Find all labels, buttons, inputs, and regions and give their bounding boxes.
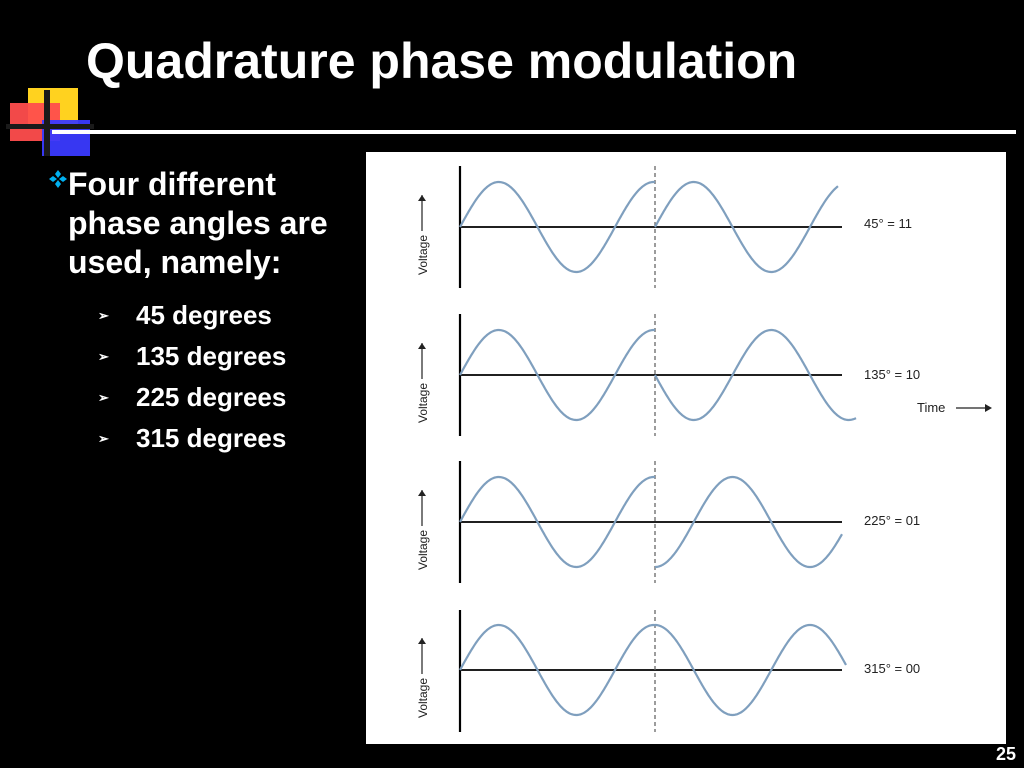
- svg-text:Voltage: Voltage: [416, 530, 430, 570]
- voltage-axis-label: Voltage: [416, 195, 430, 275]
- bullet-list: Four different phase angles are used, na…: [48, 165, 348, 459]
- waveform-45: [459, 180, 839, 274]
- main-bullet-text: Four different phase angles are used, na…: [68, 166, 328, 280]
- page-number: 25: [996, 744, 1017, 764]
- svg-text:Time: Time: [917, 400, 945, 415]
- sub-bullet-text: 225 degrees: [136, 382, 287, 412]
- slide-title: Quadrature phase modulation: [86, 33, 798, 89]
- waveform-panel-315: Voltage 315° = 00: [416, 610, 920, 732]
- arrow-bullet-icon: ➢: [98, 348, 109, 364]
- main-bullet: Four different phase angles are used, na…: [48, 165, 348, 282]
- svg-text:Voltage: Voltage: [416, 678, 430, 718]
- sub-bullet-text: 135 degrees: [136, 341, 287, 371]
- sub-bullet-text: 45 degrees: [136, 300, 272, 330]
- arrow-bullet-icon: ➢: [98, 430, 109, 446]
- svg-text:Voltage: Voltage: [416, 383, 430, 423]
- arrow-bullet-icon: ➢: [98, 389, 109, 405]
- waveform-panel-225: Voltage 225° = 01: [416, 461, 920, 583]
- waveform-315: [459, 623, 847, 717]
- voltage-axis-label: Voltage: [416, 343, 430, 423]
- voltage-axis-label: Voltage: [416, 638, 430, 718]
- title-divider: [52, 130, 1016, 134]
- phase-label: 315° = 00: [864, 661, 920, 676]
- voltage-axis-label: Voltage: [416, 490, 430, 570]
- waveform-135: [459, 328, 857, 422]
- waveform-225: [459, 475, 843, 569]
- phase-label: 45° = 11: [864, 216, 912, 231]
- waveform-panel-135: Voltage 135° = 10 Time: [416, 314, 992, 436]
- time-axis-label: Time: [917, 400, 992, 415]
- sub-bullet: ➢ 315 degrees: [48, 418, 348, 459]
- qpsk-waveform-figure: Voltage 45° = 11 Voltage 135° = 10 Time: [366, 152, 1006, 744]
- sub-bullet: ➢ 45 degrees: [48, 295, 348, 336]
- slide-logo: [6, 88, 94, 156]
- diamond-bullet-icon: [48, 165, 68, 282]
- sub-bullet-text: 315 degrees: [136, 423, 287, 453]
- sub-bullet: ➢ 135 degrees: [48, 336, 348, 377]
- phase-label: 135° = 10: [864, 367, 920, 382]
- arrow-bullet-icon: ➢: [98, 307, 109, 323]
- phase-label: 225° = 01: [864, 513, 920, 528]
- qpsk-waveform-diagram: Voltage 45° = 11 Voltage 135° = 10 Time: [416, 166, 992, 732]
- waveform-panel-45: Voltage 45° = 11: [416, 166, 912, 288]
- svg-text:Voltage: Voltage: [416, 235, 430, 275]
- sub-bullet-list: ➢ 45 degrees ➢ 135 degrees ➢ 225 degrees…: [48, 295, 348, 459]
- sub-bullet: ➢ 225 degrees: [48, 377, 348, 418]
